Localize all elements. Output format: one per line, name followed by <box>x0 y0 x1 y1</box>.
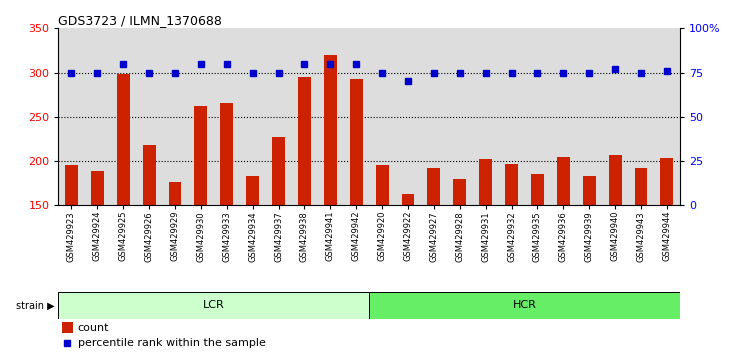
Bar <box>376 165 389 205</box>
Bar <box>188 28 213 205</box>
Text: GDS3723 / ILMN_1370688: GDS3723 / ILMN_1370688 <box>58 14 222 27</box>
Bar <box>246 176 259 205</box>
Bar <box>473 28 499 205</box>
Bar <box>369 28 395 205</box>
Bar <box>635 168 648 205</box>
Bar <box>531 174 544 205</box>
Bar <box>349 79 363 205</box>
Bar <box>317 28 344 205</box>
Bar <box>265 28 292 205</box>
Bar <box>505 164 518 205</box>
Bar <box>583 176 596 205</box>
Text: strain ▶: strain ▶ <box>16 300 55 310</box>
Bar <box>369 292 680 319</box>
Bar <box>298 77 311 205</box>
Bar <box>557 156 569 205</box>
Bar <box>84 28 110 205</box>
Bar <box>58 28 84 205</box>
Bar <box>240 28 265 205</box>
Bar <box>421 28 447 205</box>
Bar <box>499 28 524 205</box>
Text: HCR: HCR <box>512 300 537 310</box>
Bar <box>110 28 136 205</box>
Bar <box>91 171 104 205</box>
Bar <box>194 106 208 205</box>
Bar <box>58 292 369 319</box>
Text: LCR: LCR <box>203 300 224 310</box>
Bar <box>401 194 414 205</box>
Bar <box>628 28 654 205</box>
Bar <box>428 168 440 205</box>
Text: count: count <box>77 322 109 332</box>
Bar <box>453 179 466 205</box>
Bar <box>550 28 576 205</box>
Bar <box>576 28 602 205</box>
Bar <box>609 155 621 205</box>
Bar <box>524 28 550 205</box>
Bar <box>213 28 240 205</box>
Bar <box>447 28 473 205</box>
Bar <box>61 322 73 333</box>
Bar <box>272 137 285 205</box>
Bar <box>117 74 129 205</box>
Bar <box>602 28 628 205</box>
Bar <box>162 28 188 205</box>
Bar <box>220 103 233 205</box>
Bar <box>65 165 78 205</box>
Bar <box>169 182 181 205</box>
Bar <box>143 145 156 205</box>
Bar <box>480 159 492 205</box>
Bar <box>654 28 680 205</box>
Bar <box>660 158 673 205</box>
Bar <box>395 28 421 205</box>
Bar <box>292 28 317 205</box>
Bar <box>344 28 369 205</box>
Text: percentile rank within the sample: percentile rank within the sample <box>77 338 265 348</box>
Bar <box>324 55 337 205</box>
Bar <box>136 28 162 205</box>
